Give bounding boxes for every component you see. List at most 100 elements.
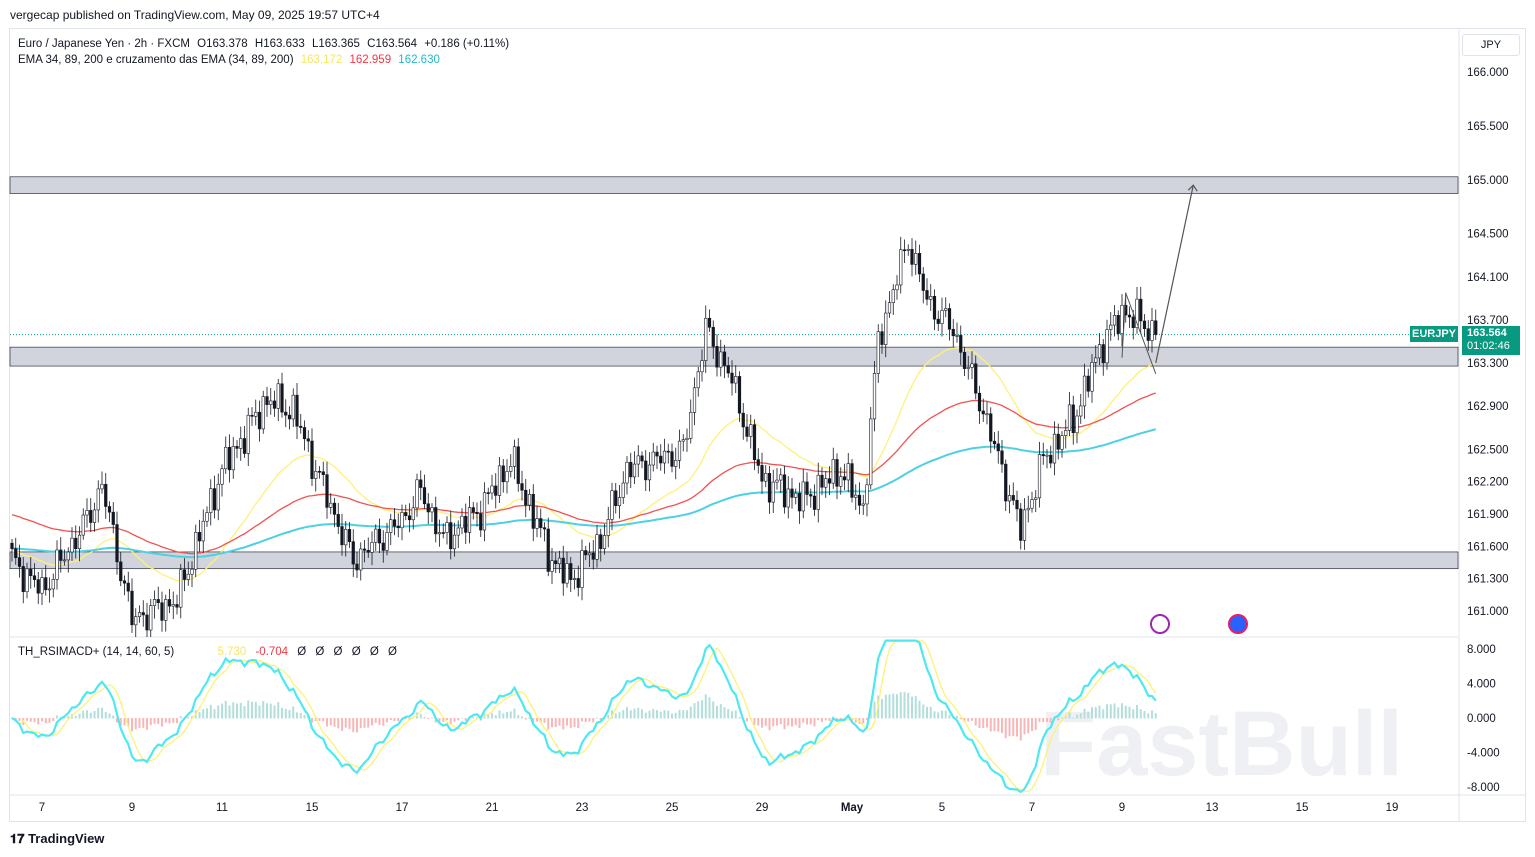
histogram-bar [146,718,148,730]
histogram-bar [794,718,797,726]
candle-down [29,568,33,577]
candle-up [891,289,895,303]
candle-up [77,534,82,550]
triangle-pattern-line [1121,292,1157,375]
ema-indicator-title[interactable]: EMA 34, 89, 200 e cruzamento das EMA (34… [18,54,294,66]
candle-up [497,465,502,496]
histogram-bar [828,718,831,722]
histogram-bar [104,711,107,719]
histogram-bar [397,718,400,722]
candle-up [565,563,569,584]
histogram-bar [239,702,242,719]
histogram-bar [982,718,985,728]
publisher-line: vergecap published on TradingView.com, M… [10,8,380,22]
candle-down [1101,344,1105,364]
ohlc-open: O163.378 [197,38,248,50]
economic-event-icon [1228,614,1248,634]
histogram-bar [44,718,47,724]
histogram-bar [352,718,355,733]
candle-down [561,557,565,584]
candle-down [835,459,839,487]
candle-up [610,490,614,520]
histogram-bar [708,697,711,719]
candle-up [617,497,622,507]
histogram-bar [551,718,553,728]
candle-down [494,485,498,496]
candle-up [137,612,142,617]
candle-down [1056,433,1060,450]
histogram-bar [277,702,280,719]
candle-up [134,616,138,626]
oscillator-title[interactable]: TH_RSIMACD+ (14, 14, 60, 5) [18,646,175,658]
candle-down [1116,315,1120,334]
candle-down [542,527,547,530]
currency-button[interactable]: JPY [1462,34,1520,56]
candle-up [25,568,29,593]
candle-up [1030,499,1034,509]
time-tick-label: 25 [666,802,679,814]
candle-up [152,599,157,606]
histogram-bar [168,718,171,724]
candle-down [44,577,48,591]
candle-up [771,481,775,503]
candle-down [726,365,730,374]
histogram-bar [1087,711,1090,719]
candle-up [66,551,70,561]
symbol-title[interactable]: Euro / Japanese Yen · 2h · FXCM [18,38,190,50]
candle-up [430,507,434,513]
histogram-bar [82,710,85,719]
candle-down [351,541,355,565]
candle-down [880,331,884,345]
candle-down [640,455,644,462]
candle-down [767,473,772,503]
candle-up [1034,497,1038,500]
histogram-bar [393,718,396,722]
flash-event-icon [1150,614,1170,634]
histogram-bar [888,694,891,719]
histogram-bar [899,692,902,719]
candle-down [295,394,299,427]
histogram-bar [408,718,411,720]
candle-down [197,532,202,542]
osc-tick-label: -4.000 [1467,747,1500,759]
candle-up [1105,329,1109,364]
candle-up [587,552,592,556]
candle-down [989,413,993,442]
candle-up [1067,404,1072,431]
candle-up [625,461,629,484]
candle-up [190,568,194,575]
candle-up [40,577,44,594]
histogram-bar [779,718,782,725]
candle-down [115,524,119,563]
histogram-bar [734,710,737,719]
candle-down [284,411,288,416]
histogram-bar [1061,717,1063,719]
histogram-bar [584,718,587,722]
histogram-bar [41,718,43,722]
candle-down [317,470,322,473]
price-tick-label: 165.000 [1467,175,1509,187]
candle-down [302,427,307,440]
candle-down [235,446,239,449]
tradingview-logo[interactable]: 𝟏𝟕 TradingView [10,831,104,847]
candle-up [719,351,723,368]
candle-down [422,487,427,505]
histogram-bar [581,718,583,722]
histogram-bar [134,718,137,730]
candle-up [1112,315,1117,326]
histogram-bar [131,718,133,732]
histogram-bar [948,714,951,719]
candle-up [1079,405,1083,417]
histogram-bar [108,713,111,719]
candle-up [572,578,577,580]
histogram-bar [1102,709,1105,719]
candle-down [1000,450,1004,465]
histogram-bar [359,718,362,729]
histogram-bar [442,718,445,722]
histogram-bar [1004,718,1007,739]
candle-down [996,443,1000,452]
candle-down [475,512,479,514]
histogram-bar [371,718,373,726]
candle-up [509,466,513,472]
